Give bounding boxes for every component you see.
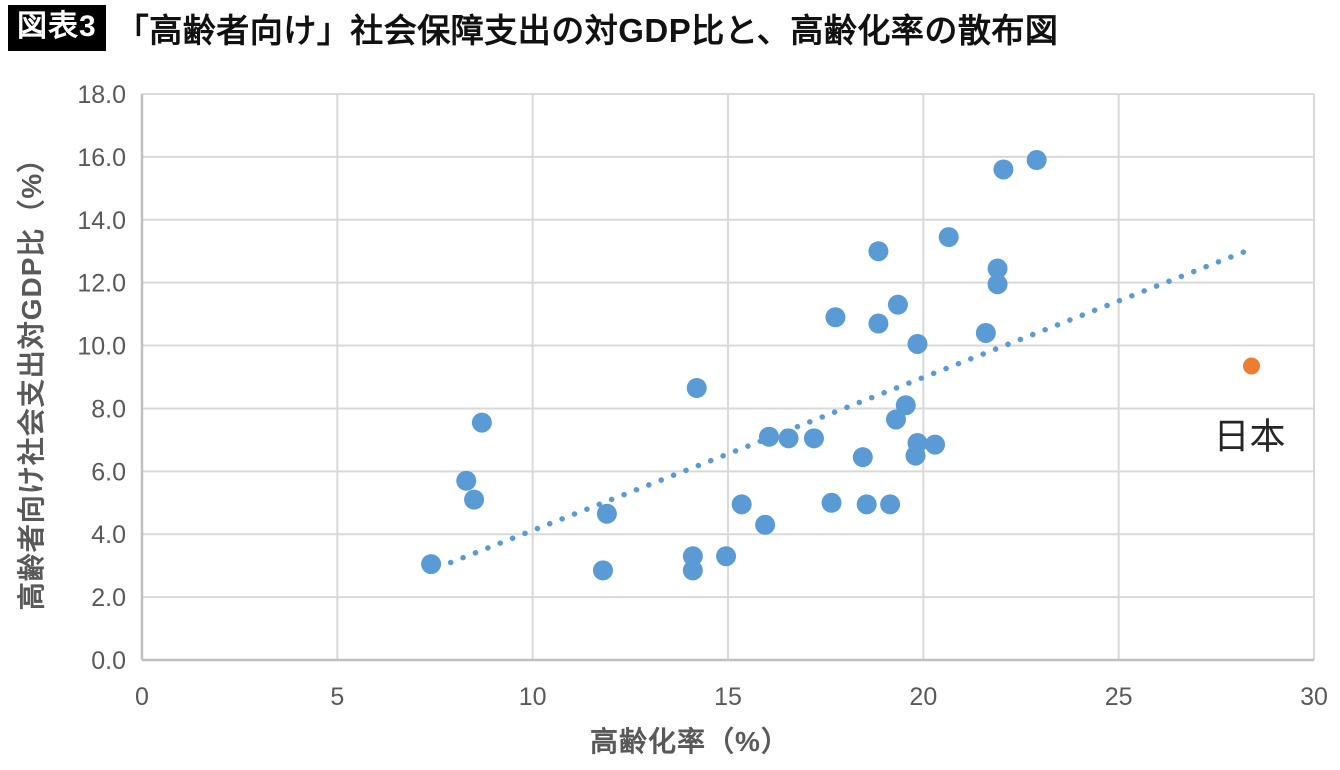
data-point [592,560,613,581]
data-point [755,514,776,535]
y-tick-label: 2.0 [91,584,126,612]
data-point [868,313,889,334]
chart-title: 「高齢者向け」社会保障支出の対GDP比と、高齢化率の散布図 [115,12,1059,49]
data-point [907,433,928,454]
x-tick-label: 10 [519,683,547,711]
trendline [447,248,1249,566]
data-point [856,494,877,515]
data-point [731,494,752,515]
y-tick-label: 0.0 [91,647,126,675]
data-point [759,426,780,447]
y-tick-label: 14.0 [77,207,126,235]
data-point [456,470,477,491]
y-tick-label: 12.0 [77,270,126,298]
x-tick-label: 5 [330,683,344,711]
japan-data-point [1242,357,1260,375]
data-point [682,546,703,567]
y-tick-label: 4.0 [91,521,126,549]
y-axis-title: 高齢者向け社会支出対GDP比（%） [16,143,47,611]
data-point [975,322,996,343]
japan-label: 日本 [1214,416,1286,457]
data-point [907,333,928,354]
x-tick-label: 30 [1300,683,1328,711]
data-point [885,409,906,430]
x-tick-label: 0 [135,683,149,711]
data-point [925,434,946,455]
data-point [825,307,846,328]
data-point [421,554,442,575]
x-axis-title: 高齢化率（%） [590,726,790,757]
data-point [686,378,707,399]
data-point [993,159,1014,180]
data-point [803,428,824,449]
data-point [778,428,799,449]
data-point [471,412,492,433]
data-point [987,274,1008,295]
data-point [596,503,617,524]
x-tick-label: 15 [714,683,742,711]
data-point [716,546,737,567]
data-point [938,227,959,248]
data-point [682,560,703,581]
data-point [464,489,485,510]
data-point [1026,150,1047,171]
figure-number-badge: 図表3 [8,5,106,51]
y-tick-label: 16.0 [77,144,126,172]
x-tick-label: 25 [1105,683,1133,711]
y-tick-label: 10.0 [77,333,126,361]
y-tick-label: 8.0 [91,395,126,423]
data-point [887,294,908,315]
data-point [987,258,1008,279]
x-tick-label: 20 [909,683,937,711]
chart-header: 図表3 「高齢者向け」社会保障支出の対GDP比と、高齢化率の散布図 [8,4,1058,52]
y-tick-label: 6.0 [91,458,126,486]
data-point [880,494,901,515]
data-point [868,241,889,262]
data-point [895,395,916,416]
data-point [852,447,873,468]
y-tick-label: 18.0 [77,81,126,109]
data-point [821,492,842,513]
